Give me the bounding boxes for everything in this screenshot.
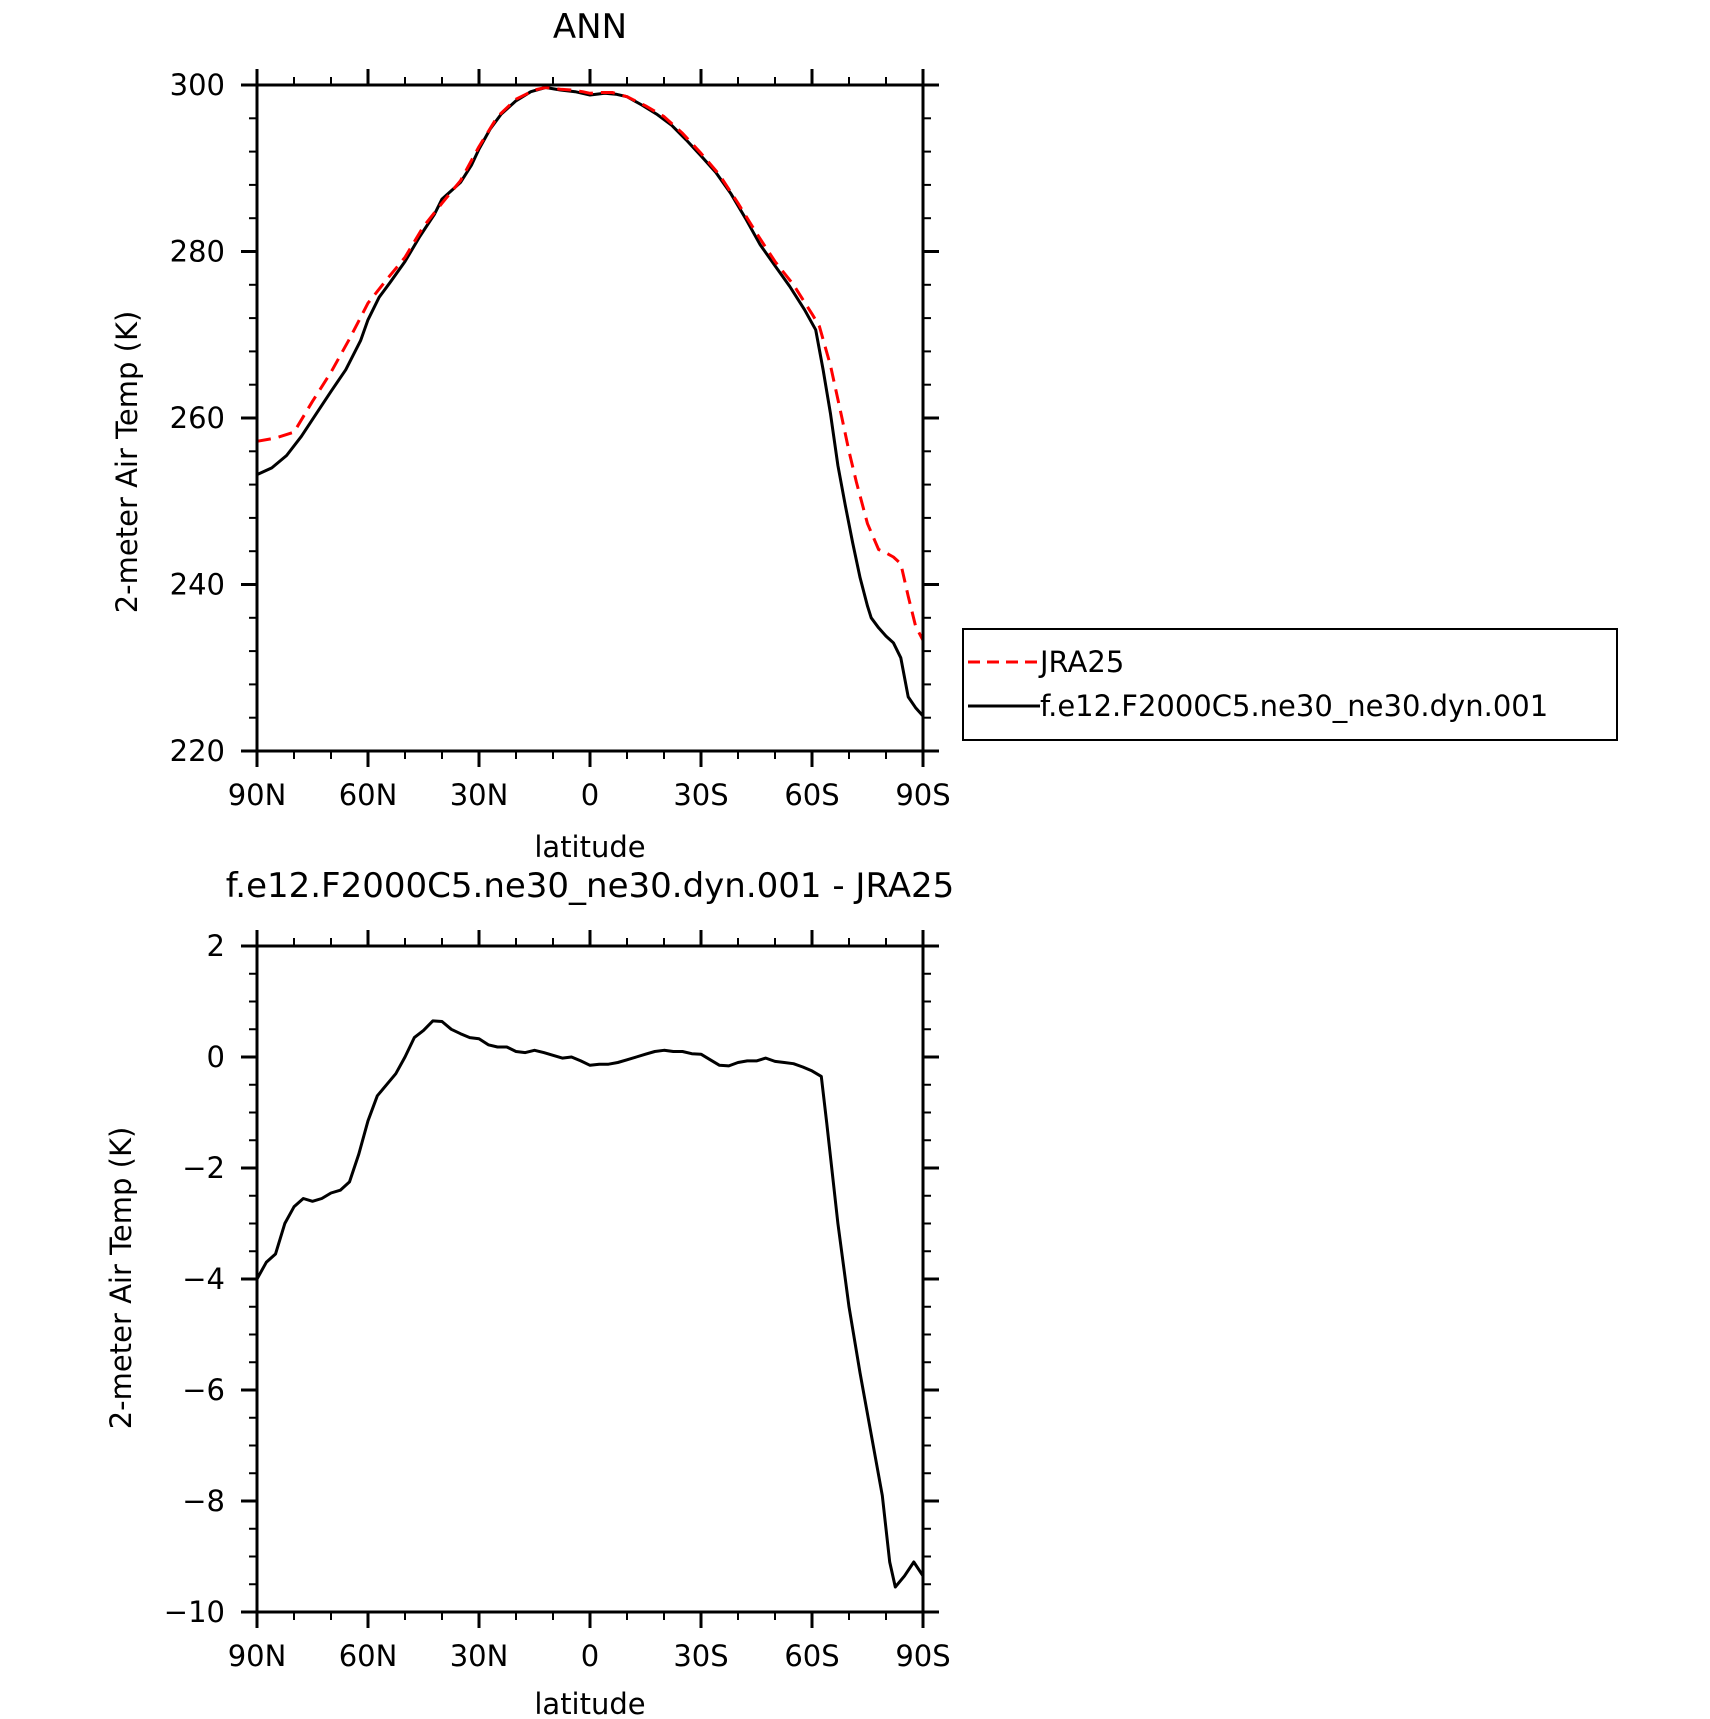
top-chart-x-tick-label: 0	[581, 778, 599, 812]
top-chart-legend: JRA25 f.e12.F2000C5.ne30_ne30.dyn.001	[962, 628, 1618, 741]
bottom-chart-x-tick-label: 30N	[450, 1639, 509, 1673]
top-chart-y-tick-label: 280	[170, 235, 225, 269]
bottom-chart-title: f.e12.F2000C5.ne30_ne30.dyn.001 - JRA25	[226, 866, 954, 906]
bottom-chart-series-group	[255, 1019, 925, 1589]
bottom-chart-panel: f.e12.F2000C5.ne30_ne30.dyn.001 - JRA25 …	[104, 866, 954, 1719]
top-chart-title: ANN	[553, 7, 627, 47]
top-chart-x-tick-label: 30N	[450, 778, 509, 812]
bottom-chart-y-tick-label: −4	[182, 1262, 225, 1296]
bottom-chart-y-tick-label: −2	[182, 1151, 225, 1185]
top-chart-x-tick-label: 60N	[339, 778, 398, 812]
bottom-chart-y-axis-label: 2-meter Air Temp (K)	[104, 1127, 138, 1430]
bottom-chart-y-tick-label: −8	[182, 1484, 225, 1518]
bottom-chart-x-tick-label: 90S	[895, 1639, 950, 1673]
top-chart-y-tick-label: 220	[170, 734, 225, 768]
top-chart-series-jra25-line	[256, 86, 925, 641]
legend-box	[962, 628, 1618, 741]
bottom-chart-x-tick-label: 0	[581, 1639, 599, 1673]
top-chart-y-tick-label: 240	[170, 568, 225, 602]
bottom-chart-y-tick-label: −10	[164, 1595, 225, 1629]
bottom-chart-x-tick-label: 60S	[784, 1639, 839, 1673]
top-chart-ticks: 90N 60N 30N 0 30S 60S 90S 220 240 260 280 300	[170, 68, 951, 812]
top-chart-x-tick-label: 90N	[228, 778, 287, 812]
bottom-chart-y-tick-label: −6	[182, 1373, 225, 1407]
bottom-chart-x-axis-label: latitude	[534, 1687, 645, 1719]
bottom-chart-ticks: 90N 60N 30N 0 30S 60S 90S −10 −8 −6 −4 −2 0 2	[164, 929, 951, 1673]
top-chart-plot-frame	[255, 83, 925, 753]
bottom-chart-y-tick-label: 0	[207, 1040, 225, 1074]
top-chart-y-tick-label: 300	[170, 68, 225, 102]
top-chart-y-tick-label: 260	[170, 401, 225, 435]
top-chart-series-model-line	[256, 86, 925, 717]
bottom-chart-series-model-line	[255, 1019, 925, 1589]
bottom-chart-x-tick-label: 30S	[673, 1639, 728, 1673]
top-chart-y-axis-label: 2-meter Air Temp (K)	[110, 311, 144, 614]
top-chart-x-tick-label: 90S	[895, 778, 950, 812]
legend-label-jra25: JRA25	[1038, 645, 1124, 679]
top-chart-x-tick-label: 30S	[673, 778, 728, 812]
top-chart-x-axis-label: latitude	[534, 830, 645, 864]
bottom-chart-plot-frame	[255, 944, 925, 1614]
bottom-chart-x-tick-label: 90N	[228, 1639, 287, 1673]
legend-label-model: f.e12.F2000C5.ne30_ne30.dyn.001	[1040, 689, 1548, 723]
top-chart-panel: ANN 2-meter Air Temp (K) latitude 90N 60N…	[110, 7, 951, 864]
top-chart-series-group	[256, 86, 925, 717]
bottom-chart-y-tick-label: 2	[207, 929, 225, 963]
top-chart-x-tick-label: 60S	[784, 778, 839, 812]
bottom-chart-x-tick-label: 60N	[339, 1639, 398, 1673]
